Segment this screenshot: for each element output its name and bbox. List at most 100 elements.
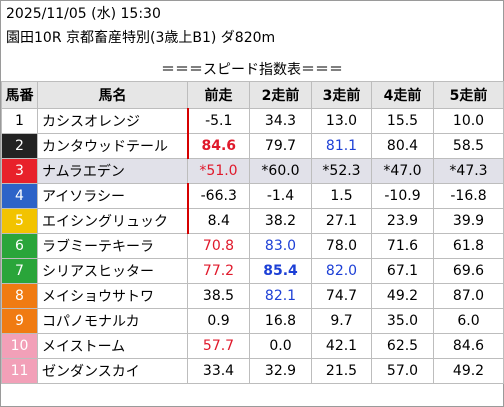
speed-index-cell: 57.7 xyxy=(187,333,250,359)
table-row: 3 ナムラエデン *51.0 *60.0 *52.3 *47.0 *47.3 xyxy=(1,158,504,184)
speed-index-cell: -10.9 xyxy=(371,183,434,209)
speed-index-cell: 38.2 xyxy=(249,208,312,234)
speed-index-cell: -16.8 xyxy=(433,183,504,209)
horse-number: 4 xyxy=(1,183,38,209)
speed-index-table: 馬番 馬名 前走 2走前 3走前 4走前 5走前 1 カシスオレンジ -5.1 34.… xyxy=(1,81,504,384)
horse-number: 10 xyxy=(1,333,38,359)
speed-index-cell: 71.6 xyxy=(371,233,434,259)
speed-index-cell: 87.0 xyxy=(433,283,504,309)
speed-index-cell: 84.6 xyxy=(433,333,504,359)
col-header-4-races-ago: 4走前 xyxy=(371,81,434,109)
speed-index-cell: 32.9 xyxy=(249,358,312,384)
speed-index-cell: 34.3 xyxy=(249,108,312,134)
horse-name: ゼンダンスカイ xyxy=(37,358,188,384)
speed-index-cell: 21.5 xyxy=(311,358,372,384)
col-header-number: 馬番 xyxy=(1,81,38,109)
speed-index-cell: 83.0 xyxy=(249,233,312,259)
speed-index-cell: 39.9 xyxy=(433,208,504,234)
speed-index-cell: *47.0 xyxy=(371,158,434,184)
table-row: 8 メイショウサトワ 38.5 82.1 74.7 49.2 87.0 xyxy=(1,283,504,309)
speed-index-cell: 42.1 xyxy=(311,333,372,359)
speed-index-cell: 16.8 xyxy=(249,308,312,334)
speed-index-cell: 61.8 xyxy=(433,233,504,259)
horse-name: メイストーム xyxy=(37,333,188,359)
speed-index-cell: *60.0 xyxy=(249,158,312,184)
horse-number: 7 xyxy=(1,258,38,284)
horse-number: 8 xyxy=(1,283,38,309)
table-row: 11 ゼンダンスカイ 33.4 32.9 21.5 57.0 49.2 xyxy=(1,358,504,384)
table-row: 5 エイシングリュック 8.4 38.2 27.1 23.9 39.9 xyxy=(1,208,504,234)
table-row: 9 コパノモナルカ 0.9 16.8 9.7 35.0 6.0 xyxy=(1,308,504,334)
speed-index-cell: 58.5 xyxy=(433,133,504,159)
horse-name: ナムラエデン xyxy=(37,158,188,184)
horse-name: カンタウッドテール xyxy=(37,133,188,159)
speed-index-cell: 62.5 xyxy=(371,333,434,359)
speed-index-cell: 85.4 xyxy=(249,258,312,284)
speed-index-cell: 13.0 xyxy=(311,108,372,134)
table-row: 1 カシスオレンジ -5.1 34.3 13.0 15.5 10.0 xyxy=(1,108,504,134)
col-header-5-races-ago: 5走前 xyxy=(433,81,504,109)
horse-name: コパノモナルカ xyxy=(37,308,188,334)
col-header-last-race: 前走 xyxy=(187,81,250,109)
col-header-horse-name: 馬名 xyxy=(37,81,188,109)
speed-index-cell: 82.1 xyxy=(249,283,312,309)
horse-number: 1 xyxy=(1,108,38,134)
race-datetime: 2025/11/05 (水) 15:30 xyxy=(6,6,161,22)
speed-index-cell: 82.0 xyxy=(311,258,372,284)
horse-number: 5 xyxy=(1,208,38,234)
speed-index-cell: 23.9 xyxy=(371,208,434,234)
speed-index-cell: 8.4 xyxy=(186,208,250,234)
speed-index-cell: 27.1 xyxy=(311,208,372,234)
table-title: ＝＝＝スピード指数表＝＝＝ xyxy=(161,62,343,78)
horse-name: ラブミーテキーラ xyxy=(37,233,188,259)
speed-index-cell: 77.2 xyxy=(187,258,250,284)
speed-index-cell: 70.8 xyxy=(187,233,250,259)
table-row: 10 メイストーム 57.7 0.0 42.1 62.5 84.6 xyxy=(1,333,504,359)
table-row: 6 ラブミーテキーラ 70.8 83.0 78.0 71.6 61.8 xyxy=(1,233,504,259)
horse-number: 9 xyxy=(1,308,38,334)
speed-index-cell: 74.7 xyxy=(311,283,372,309)
speed-index-cell: 80.4 xyxy=(371,133,434,159)
speed-index-cell: 69.6 xyxy=(433,258,504,284)
speed-index-cell: -1.4 xyxy=(249,183,312,209)
table-header-row: 馬番 馬名 前走 2走前 3走前 4走前 5走前 xyxy=(1,81,504,109)
table-row: 7 シリアスヒッター 77.2 85.4 82.0 67.1 69.6 xyxy=(1,258,504,284)
col-header-3-races-ago: 3走前 xyxy=(311,81,372,109)
speed-index-cell: 78.0 xyxy=(311,233,372,259)
speed-index-cell: 81.1 xyxy=(311,133,372,159)
speed-index-cell: 0.9 xyxy=(187,308,250,334)
speed-index-cell: 57.0 xyxy=(371,358,434,384)
speed-index-cell: 35.0 xyxy=(371,308,434,334)
speed-index-cell: *51.0 xyxy=(187,158,250,184)
speed-index-cell: -66.3 xyxy=(186,183,250,209)
speed-index-cell: 9.7 xyxy=(311,308,372,334)
horse-number: 6 xyxy=(1,233,38,259)
horse-name: エイシングリュック xyxy=(37,208,188,234)
horse-number: 2 xyxy=(1,133,38,159)
horse-number: 3 xyxy=(1,158,38,184)
speed-index-cell: 49.2 xyxy=(433,358,504,384)
horse-name: シリアスヒッター xyxy=(37,258,188,284)
horse-name: アイソラシー xyxy=(37,183,188,209)
horse-name: メイショウサトワ xyxy=(37,283,188,309)
table-row: 2 カンタウッドテール 84.6 79.7 81.1 80.4 58.5 xyxy=(1,133,504,159)
speed-index-cell: 67.1 xyxy=(371,258,434,284)
speed-index-cell: 15.5 xyxy=(371,108,434,134)
speed-index-cell: 38.5 xyxy=(187,283,250,309)
table-row: 4 アイソラシー -66.3 -1.4 1.5 -10.9 -16.8 xyxy=(1,183,504,209)
horse-name: カシスオレンジ xyxy=(37,108,188,134)
speed-index-cell: 10.0 xyxy=(433,108,504,134)
speed-index-cell: 6.0 xyxy=(433,308,504,334)
race-info: 園田10R 京都畜産特別(3歳上B1) ダ820m xyxy=(6,30,276,46)
speed-index-cell: 49.2 xyxy=(371,283,434,309)
speed-index-cell: -5.1 xyxy=(186,108,250,134)
speed-index-cell: 84.6 xyxy=(186,133,250,159)
speed-index-cell: *47.3 xyxy=(433,158,504,184)
speed-index-cell: 0.0 xyxy=(249,333,312,359)
speed-index-cell: 33.4 xyxy=(187,358,250,384)
speed-index-cell: 79.7 xyxy=(249,133,312,159)
speed-index-cell: *52.3 xyxy=(311,158,372,184)
speed-index-cell: 1.5 xyxy=(311,183,372,209)
horse-number: 11 xyxy=(1,358,38,384)
